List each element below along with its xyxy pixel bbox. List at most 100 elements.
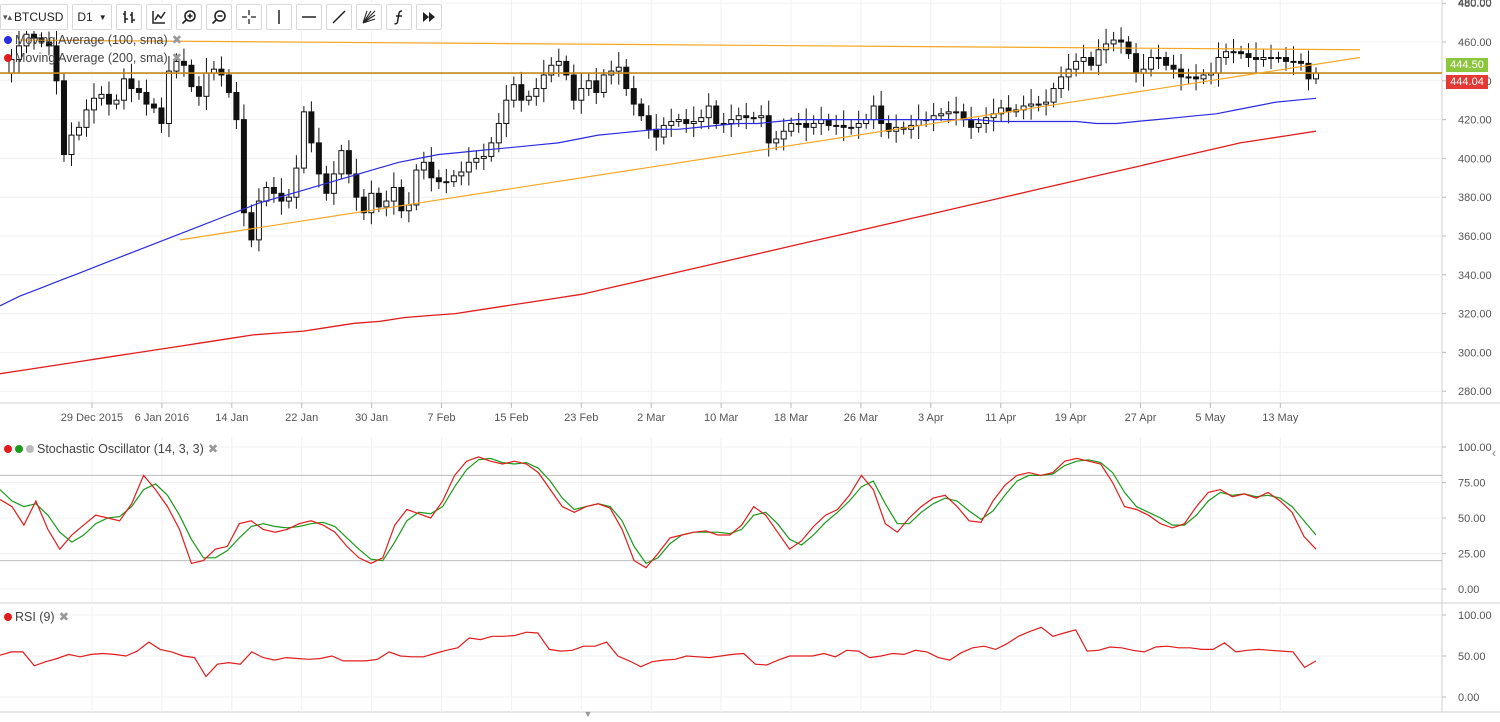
bullish-candle — [1200, 74, 1207, 80]
bullish-candle — [585, 80, 592, 90]
bullish-candle — [1043, 101, 1050, 105]
bearish-candle — [360, 196, 367, 214]
stoch-level-dot — [26, 445, 34, 453]
bearish-candle — [623, 66, 630, 90]
bullish-candle — [848, 126, 855, 129]
close-icon[interactable]: ✖ — [171, 33, 183, 47]
close-icon[interactable]: ✖ — [58, 610, 70, 624]
last-price-label: 444.04 — [1446, 75, 1488, 89]
bullish-candle — [735, 115, 742, 121]
bullish-candle — [173, 60, 180, 72]
stoch-y-tick-label: 100.00 — [1458, 442, 1492, 454]
bearish-candle — [825, 119, 832, 126]
x-tick-label: 6 Jan 2016 — [135, 412, 189, 424]
rsi-legend-label: RSI (9) — [15, 610, 55, 624]
y-tick-label: 320.00 — [1458, 309, 1492, 321]
timeframe-label: D1 — [77, 10, 93, 24]
x-tick-label: 10 Mar — [704, 412, 739, 424]
close-icon[interactable]: ✖ — [207, 442, 219, 456]
bearish-candle — [150, 103, 157, 109]
ma200-legend[interactable]: Moving Average (200, sma) ✖ — [4, 50, 182, 65]
bullish-candle — [1275, 57, 1282, 60]
bearish-candle — [233, 91, 240, 121]
bullish-candle — [833, 124, 840, 127]
bearish-candle — [128, 78, 135, 90]
vertical-line-icon[interactable] — [265, 4, 292, 30]
bearish-candle — [158, 107, 165, 124]
ask-price-label: 444.50 — [1446, 58, 1488, 72]
bullish-candle — [450, 175, 457, 183]
x-tick-label: 18 Mar — [774, 412, 809, 424]
function-icon[interactable] — [385, 4, 412, 30]
bullish-candle — [480, 155, 487, 159]
stoch-d-dot — [15, 445, 23, 453]
y-tick-label: 480.00 — [1458, 0, 1492, 9]
candle-type-icon[interactable] — [115, 4, 142, 30]
bullish-candle — [1028, 103, 1035, 107]
fibonacci-fan-icon[interactable] — [355, 4, 382, 30]
bearish-candle — [1193, 76, 1200, 80]
x-tick-label: 7 Feb — [427, 412, 455, 424]
ma200-color-dot — [4, 54, 12, 62]
x-tick-label: 22 Jan — [285, 412, 318, 424]
bullish-candle — [525, 95, 532, 101]
crosshair-icon[interactable] — [235, 4, 262, 30]
bullish-candle — [698, 117, 705, 123]
bullish-candle — [98, 93, 105, 99]
ma100-legend-label: Moving Average (100, sma) — [15, 33, 168, 47]
y-tick-label: 300.00 — [1458, 347, 1492, 359]
timeframe-selector[interactable]: D1 ▼ — [72, 4, 112, 30]
ma100-legend[interactable]: Moving Average (100, sma) ✖ — [4, 32, 182, 47]
bullish-candle — [1313, 72, 1319, 80]
indicator-icon[interactable] — [145, 4, 172, 30]
bullish-candle — [795, 122, 802, 125]
rsi-legend[interactable]: RSI (9) ✖ — [4, 609, 69, 624]
bearish-candle — [1283, 57, 1290, 62]
bullish-candle — [113, 99, 120, 105]
bullish-candle — [120, 78, 127, 101]
bearish-candle — [188, 64, 195, 88]
bullish-candle — [255, 200, 262, 241]
bearish-candle — [630, 88, 637, 105]
bullish-candle — [1185, 76, 1192, 79]
bearish-candle — [1088, 57, 1095, 66]
scroll-handle-icon: ▼ — [584, 709, 593, 717]
bearish-candle — [638, 103, 645, 117]
bearish-candle — [218, 68, 225, 76]
y-tick-label: 480.00 — [1458, 0, 1492, 10]
x-tick-label: 14 Jan — [215, 412, 248, 424]
bearish-candle — [1253, 57, 1260, 60]
bearish-candle — [180, 60, 187, 66]
bullish-candle — [473, 157, 480, 163]
bullish-candle — [788, 122, 795, 132]
close-icon[interactable]: ✖ — [171, 51, 183, 65]
zoom-out-icon[interactable] — [205, 4, 232, 30]
stoch-legend-label: Stochastic Oscillator (14, 3, 3) — [37, 442, 204, 456]
bullish-candle — [615, 66, 622, 72]
horizontal-line-icon[interactable] — [295, 4, 322, 30]
fast-forward-icon[interactable] — [415, 4, 442, 30]
bullish-candle — [998, 107, 1005, 115]
zoom-in-icon[interactable] — [175, 4, 202, 30]
bullish-candle — [83, 109, 90, 128]
bullish-candle — [1058, 76, 1065, 90]
x-tick-label: 29 Dec 2015 — [61, 412, 123, 424]
ma100-color-dot — [4, 36, 12, 44]
trend-line-icon[interactable] — [325, 4, 352, 30]
rsi-y-tick-label: 0.00 — [1458, 692, 1479, 704]
bearish-candle — [1298, 60, 1305, 64]
stoch-y-tick-label: 75.00 — [1458, 478, 1486, 490]
symbol-selector[interactable]: ▾▴ BTCUSD — [0, 4, 69, 30]
bullish-candle — [953, 111, 960, 114]
bearish-candle — [135, 88, 142, 93]
bullish-candle — [510, 84, 517, 101]
bullish-candle — [420, 161, 427, 171]
symbol-label: BTCUSD — [14, 10, 64, 24]
chart-toolbar: ▾▴ BTCUSD D1 ▼ — [0, 3, 446, 31]
stoch-legend[interactable]: Stochastic Oscillator (14, 3, 3) ✖ — [4, 441, 218, 456]
trend-line-lower — [179, 56, 1361, 241]
bullish-candle — [758, 115, 765, 119]
x-tick-label: 5 May — [1195, 412, 1225, 424]
